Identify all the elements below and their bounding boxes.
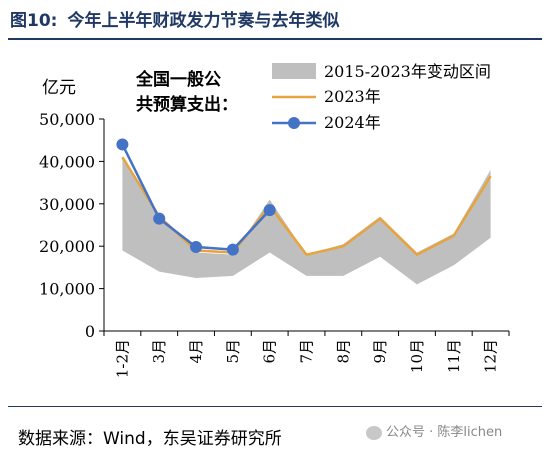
wechat-icon (366, 425, 382, 440)
x-tick-label: 1-2月 (113, 339, 131, 378)
y-tick-label: 10,000 (39, 280, 95, 299)
legend-swatch-range (272, 63, 316, 79)
x-tick-label: 10月 (408, 339, 426, 373)
x-tick-label: 9月 (371, 339, 389, 364)
y-tick-label: 0 (85, 322, 95, 341)
legend-marker-2024 (288, 117, 300, 129)
series-layer (116, 138, 492, 256)
title-divider (8, 38, 542, 40)
x-tick-label: 12月 (482, 339, 500, 373)
data-point-2024年 (263, 204, 276, 217)
chart-annotation-line-2: 共预算支出： (136, 94, 238, 115)
x-tick-label: 8月 (334, 339, 352, 364)
legend-label-2023: 2023年 (324, 87, 381, 106)
footer-divider (8, 406, 542, 407)
x-tick-label: 7月 (298, 339, 316, 364)
x-tick-label: 3月 (150, 339, 168, 364)
y-axis-label: 亿元 (42, 78, 76, 98)
x-tick-label: 4月 (187, 339, 205, 364)
figure-title: 图10: 今年上半年财政发力节奏与去年类似 (10, 6, 540, 31)
watermark: 公众号 · 陈李lichen (366, 421, 502, 440)
figure-number: 图10: (10, 11, 58, 31)
data-point-2024年 (190, 241, 203, 254)
x-tick-label: 11月 (445, 339, 463, 373)
y-tick-label: 40,000 (39, 152, 95, 171)
data-point-2024年 (153, 212, 166, 225)
chart-annotation-line-1: 全国一般公 (135, 69, 221, 90)
y-tick-label: 30,000 (39, 195, 95, 214)
legend-label-range: 2015-2023年变动区间 (324, 62, 491, 81)
y-tick-label: 50,000 (39, 110, 95, 129)
range-band-area (122, 157, 491, 285)
legend: 2015-2023年变动区间 2023年 2024年 (272, 62, 491, 132)
y-tick-label: 20,000 (39, 237, 95, 256)
range-band-layer (122, 157, 491, 285)
watermark-text: 公众号 · 陈李lichen (386, 425, 503, 440)
figure-title-text: 今年上半年财政发力节奏与去年类似 (67, 11, 340, 31)
chart: 0 10,000 20,000 30,000 40,000 50,000 1-2月 3月 4月 5… (39, 62, 510, 378)
x-tick-label: 6月 (261, 339, 279, 364)
data-source: 数据来源：Wind，东吴证券研究所 (18, 429, 282, 449)
data-point-2024年 (116, 138, 129, 151)
axis-layer: 0 10,000 20,000 30,000 40,000 50,000 1-2月 3月 4月 5… (39, 110, 510, 378)
legend-label-2024: 2024年 (324, 113, 381, 132)
x-tick-label: 5月 (224, 339, 242, 364)
data-point-2024年 (226, 243, 239, 256)
